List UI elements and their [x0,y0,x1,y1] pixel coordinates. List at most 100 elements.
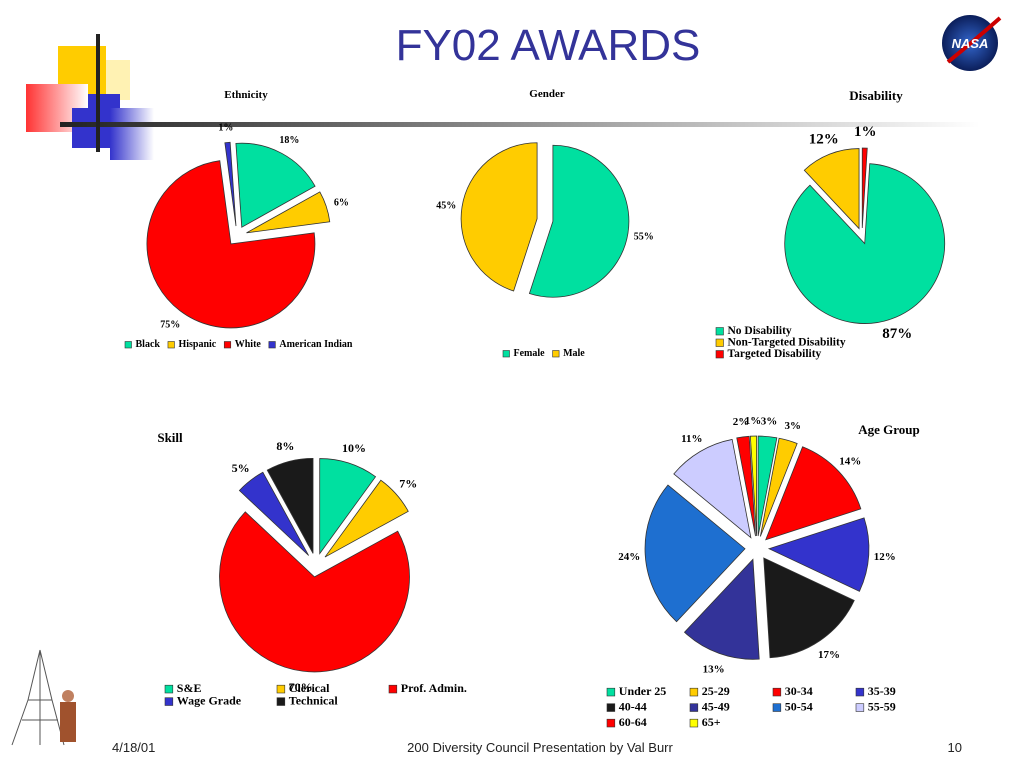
legend-label: Prof. Admin. [401,681,467,695]
legend-label: American Indian [279,339,353,350]
slice-label: 6% [334,197,349,208]
legend-swatch [502,350,510,358]
slice-label: 14% [839,455,861,467]
legend-label: 50-54 [785,700,813,714]
legend-label: Male [563,348,585,359]
legend-swatch [689,718,699,728]
logo: NASA [942,15,1002,71]
slice-label: 13% [703,663,725,675]
legend-label: S&E [177,681,202,695]
footer-text: 200 Diversity Council Presentation by Va… [407,740,673,755]
pie-slice [749,435,758,537]
pie-slice [235,142,316,228]
pie-slice [765,446,862,541]
pie-slice [861,147,868,229]
footer-page: 10 [948,740,962,755]
pie-slice [644,484,746,623]
legend-label: 25-29 [702,684,730,698]
pie-slice [219,511,410,673]
slice-label: 7% [399,477,417,491]
legend-label: 45-49 [702,700,730,714]
slice-label: 75% [160,319,180,330]
slice-label: 70% [289,680,313,694]
chart-title: Skill [157,430,183,445]
legend-swatch [606,687,616,697]
legend-label: Wage Grade [177,694,242,708]
logo-text: NASA [952,36,989,51]
pie-slice [460,142,538,292]
legend-swatch [772,703,782,712]
legend-label: Targeted Disability [727,348,821,360]
legend-swatch [715,327,724,336]
legend-swatch [772,687,782,697]
footer-date: 4/18/01 [112,740,155,755]
legend-label: Black [136,339,161,350]
chart-title: Ethnicity [224,89,268,101]
pie-slice [266,457,314,554]
pie-slice [767,517,870,592]
legend-swatch [276,697,286,706]
legend-label: 65+ [702,715,721,729]
legend-swatch [552,350,560,358]
pie-slice [319,458,377,555]
pie-slice [736,435,756,537]
legend-swatch [268,341,276,349]
slice-label: 1% [745,415,762,427]
slice-label: 17% [818,649,840,661]
pie-slice [324,479,409,558]
pie-slice [759,437,798,537]
pie-slice [146,160,316,329]
legend-label: No Disability [727,325,791,337]
legend-swatch [689,703,699,712]
chart-title: Age Group [858,422,920,437]
legend-label: White [235,339,262,350]
slice-label: 18% [279,135,299,146]
slice-label: 45% [436,200,456,211]
pie-slice [803,148,860,230]
pie-slice [784,163,946,324]
legend-swatch [223,341,232,349]
slice-label: 12% [874,551,896,563]
legend-label: 30-34 [785,684,813,698]
pie-slice [757,435,778,537]
legend-swatch [715,338,724,347]
legend-swatch [855,687,865,697]
legend-label: 60-64 [619,715,647,729]
slice-label: 3% [784,420,801,432]
legend-label: 40-44 [619,700,647,714]
legend-label: 55-59 [868,700,896,714]
legend-swatch [276,684,286,694]
slice-label: 2% [733,416,750,428]
legend-swatch [167,341,175,349]
rocket-illustration [11,649,76,746]
decoration [26,34,980,160]
legend-swatch [855,703,865,712]
slice-label: 87% [882,326,912,342]
legend-label: Under 25 [619,684,666,698]
legend-swatch [689,687,699,697]
pie-slice [528,144,630,298]
legend-swatch [388,684,398,694]
slice-label: 10% [342,441,366,455]
pie-slice [683,558,760,660]
legend-swatch [715,350,724,359]
slice-label: 5% [232,461,250,475]
slice-label: 12% [809,131,839,147]
slice-label: 1% [218,123,233,134]
pie-slice [224,141,237,227]
pie-slice [238,471,309,556]
legend-swatch [606,703,616,712]
slice-label: 1% [854,124,877,140]
legend-label: Hispanic [178,339,216,350]
slice-label: 3% [761,416,778,428]
slice-label: 55% [634,232,654,243]
legend-swatch [164,684,174,694]
slice-label: 24% [618,551,640,563]
slice-label: 11% [681,433,702,445]
pie-slice [673,438,752,539]
pie-slice [246,191,331,234]
legend-swatch [124,341,132,349]
chart-title: Gender [529,88,565,100]
legend-label: Clerical [289,681,330,695]
legend-swatch [164,697,174,706]
